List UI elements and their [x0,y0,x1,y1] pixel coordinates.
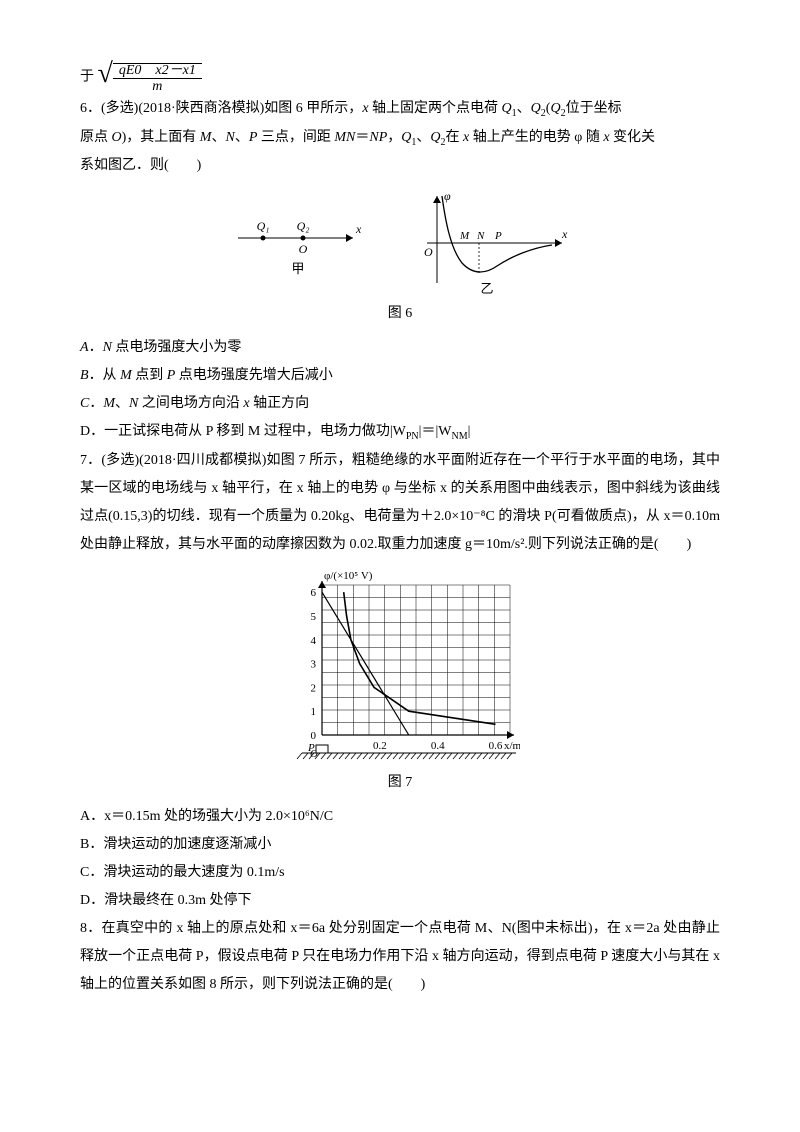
denominator: m [146,79,168,94]
figure-7: 01234560.20.40.6φ/(×10⁵ V)x/mOP [80,567,720,767]
svg-text:P: P [494,230,502,242]
svg-text:φ/(×10⁵ V): φ/(×10⁵ V) [324,570,373,582]
q6-choice-d: D．一正试探电荷从 P 移到 M 过程中，电场力做功|WPN|＝|WNM| [80,418,720,447]
svg-text:0.6: 0.6 [489,740,503,752]
svg-text:N: N [476,230,485,242]
svg-text:3: 3 [311,659,317,671]
q7-choice-b: B．滑块运动的加速度逐渐减小 [80,831,720,859]
svg-text:4: 4 [311,635,317,647]
svg-text:0.2: 0.2 [373,740,387,752]
q7-choice-d: D．滑块最终在 0.3m 处停下 [80,887,720,915]
q7-choice-a: A．x＝0.15m 处的场强大小为 2.0×10⁶N/C [80,803,720,831]
svg-text:M: M [459,230,470,242]
svg-text:1: 1 [311,706,317,718]
svg-text:x: x [561,227,568,241]
fig6-right: φ O x M N P 乙 [402,188,572,298]
q6-choices: A．N 点电场强度大小为零 B．从 M 点到 P 点电场强度先增大后减小 C．M… [80,334,720,447]
svg-text:乙: 乙 [480,281,493,296]
q7-stem: 7．(多选)(2018·四川成都模拟)如图 7 所示，粗糙绝缘的水平面附近存在一… [80,447,720,559]
q6-choice-a: A．N 点电场强度大小为零 [80,334,720,362]
figure-6: Q₁ Q₂ x O 甲 φ O x M N P 乙 [80,188,720,298]
formula-line: 于 √ qE0 x2－x1 m [80,60,720,95]
q6-stem: 6．(多选)(2018·陕西商洛模拟)如图 6 甲所示，x 轴上固定两个点电荷 … [80,95,720,181]
q6-choice-c: C．M、N 之间电场方向沿 x 轴正方向 [80,390,720,418]
svg-text:2: 2 [311,683,317,695]
svg-text:φ: φ [444,189,451,203]
fig6-left: Q₁ Q₂ x O 甲 [228,203,368,283]
formula-prefix: 于 [80,70,94,85]
svg-text:6: 6 [311,587,317,599]
fig6-caption: 图 6 [80,300,720,328]
svg-text:0.4: 0.4 [431,740,445,752]
fraction: qE0 x2－x1 m [113,63,202,95]
fig7-caption: 图 7 [80,769,720,797]
fig7-chart: 01234560.20.40.6φ/(×10⁵ V)x/mOP [280,567,520,767]
q7-choice-c: C．滑块运动的最大速度为 0.1m/s [80,859,720,887]
sqrt-sign: √ [98,60,113,88]
svg-text:O: O [299,242,308,256]
svg-text:5: 5 [311,611,317,623]
svg-text:Q₁: Q₁ [257,219,270,233]
numerator: qE0 x2－x1 [113,63,202,79]
q7-choices: A．x＝0.15m 处的场强大小为 2.0×10⁶N/C B．滑块运动的加速度逐… [80,803,720,915]
svg-text:x/m: x/m [504,740,520,752]
svg-text:O: O [424,245,433,259]
svg-text:x: x [355,222,362,236]
svg-text:P: P [307,742,315,754]
svg-text:Q₂: Q₂ [297,219,310,233]
q8-stem: 8．在真空中的 x 轴上的原点处和 x＝6a 处分别固定一个点电荷 M、N(图中… [80,915,720,999]
q6-choice-b: B．从 M 点到 P 点电场强度先增大后减小 [80,362,720,390]
svg-text:甲: 甲 [292,261,305,276]
svg-text:0: 0 [311,730,317,742]
sqrt-expression: √ qE0 x2－x1 m [98,60,202,95]
